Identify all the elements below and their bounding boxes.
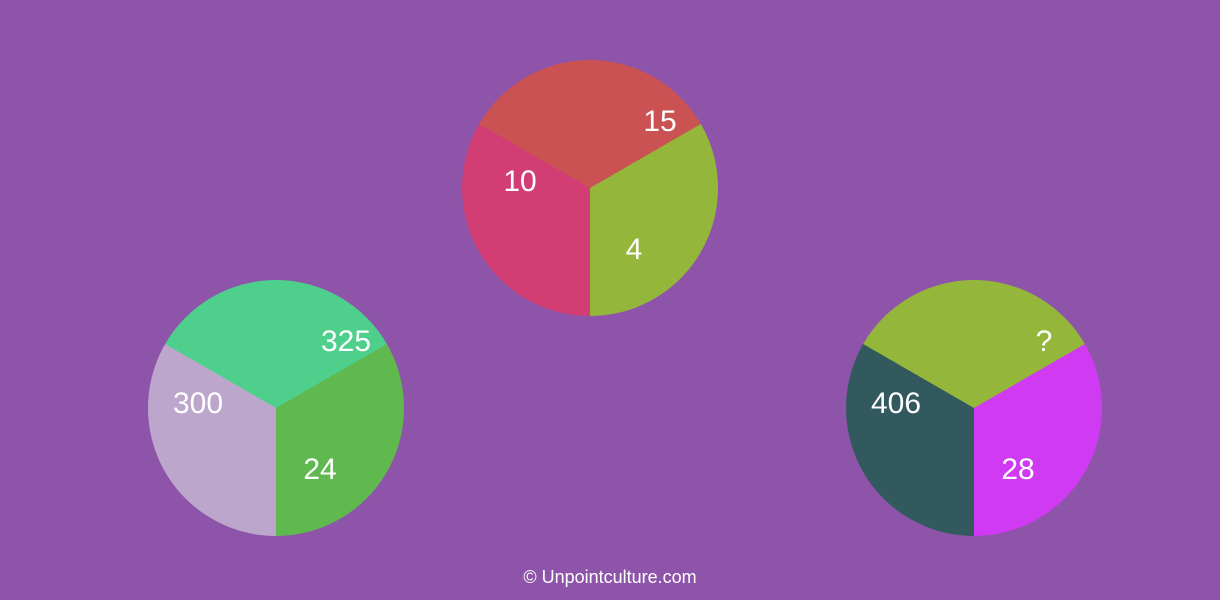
pie-left-slice-1-label: 24 [303,453,336,487]
pie-left-slice-2-label: 300 [173,387,223,421]
pie-right-slice-0-label: ? [1036,325,1053,359]
pie-top-slice-1-label: 4 [626,233,643,267]
pie-top-slice-0-label: 15 [643,105,676,139]
pie-right-slice-2-label: 406 [871,387,921,421]
pie-left-slice-0-label: 325 [321,325,371,359]
pie-top [462,60,718,316]
pie-right-slice-1-label: 28 [1001,453,1034,487]
credit-text: © Unpointculture.com [523,567,696,588]
pie-top-slice-2-label: 10 [503,165,536,199]
